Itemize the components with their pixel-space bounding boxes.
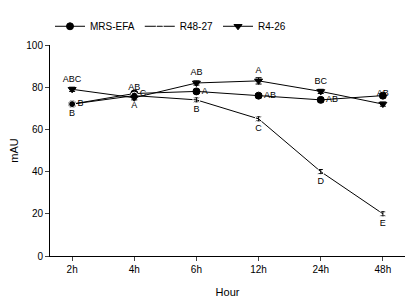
svg-text:6h: 6h: [191, 264, 202, 275]
svg-text:0: 0: [37, 251, 43, 262]
svg-text:BC: BC: [314, 76, 327, 86]
svg-text:40: 40: [32, 166, 44, 177]
svg-text:D: D: [317, 176, 324, 186]
svg-text:C: C: [140, 88, 147, 98]
svg-text:A: A: [256, 65, 262, 75]
svg-text:B: B: [193, 104, 199, 114]
svg-text:48h: 48h: [375, 264, 392, 275]
svg-text:20: 20: [32, 208, 44, 219]
svg-text:AB: AB: [128, 82, 140, 92]
svg-text:mAU: mAU: [8, 138, 20, 163]
svg-text:4h: 4h: [129, 264, 140, 275]
svg-text:AB: AB: [264, 90, 276, 100]
svg-text:24h: 24h: [312, 264, 329, 275]
svg-text:100: 100: [26, 40, 43, 51]
svg-text:Hour: Hour: [216, 286, 240, 298]
svg-text:AB: AB: [190, 67, 202, 77]
svg-text:B: B: [78, 98, 84, 108]
svg-text:MRS-EFA: MRS-EFA: [90, 21, 135, 32]
svg-text:AB: AB: [377, 88, 389, 98]
svg-text:R4-26: R4-26: [258, 21, 286, 32]
svg-text:12h: 12h: [250, 264, 267, 275]
svg-text:C: C: [255, 123, 262, 133]
svg-text:AB: AB: [326, 94, 338, 104]
svg-text:ABC: ABC: [63, 74, 82, 84]
svg-text:R48-27: R48-27: [180, 21, 213, 32]
svg-text:B: B: [69, 108, 75, 118]
svg-text:E: E: [380, 218, 386, 228]
svg-text:80: 80: [32, 82, 44, 93]
svg-text:A: A: [202, 86, 208, 96]
svg-text:A: A: [131, 100, 137, 110]
svg-text:2h: 2h: [67, 264, 78, 275]
svg-text:60: 60: [32, 124, 44, 135]
